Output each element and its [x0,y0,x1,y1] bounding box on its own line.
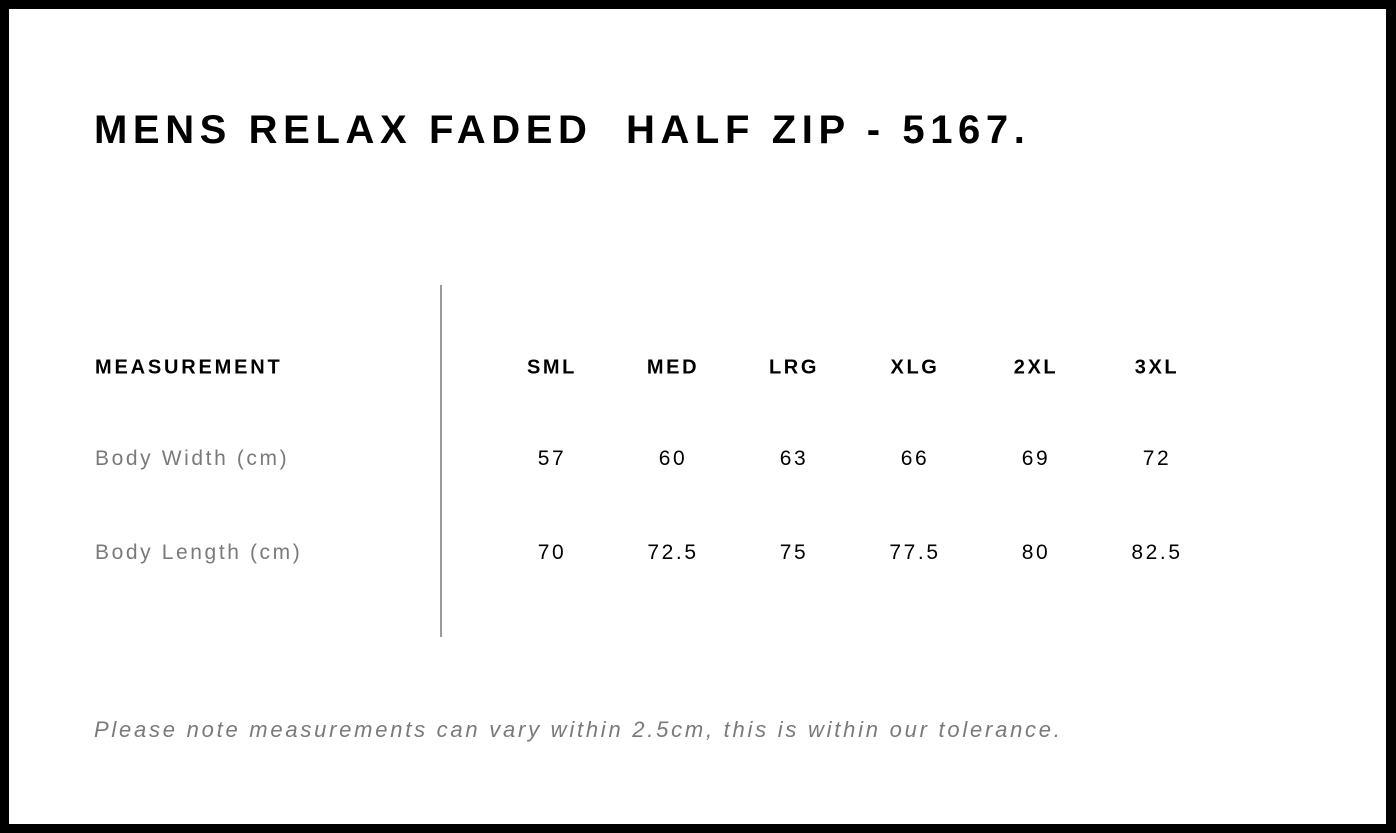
table-cell: 72 [1142,447,1172,470]
table-cell: 77.5 [889,541,941,564]
measurement-header: MEASUREMENT [95,356,283,379]
column-divider [440,285,442,637]
table-cell: 60 [658,447,688,470]
table-cell: 57 [537,447,567,470]
table-cell: 82.5 [1131,541,1183,564]
tolerance-note: Please note measurements can vary within… [94,717,1063,742]
size-header-xlg: XLG [890,356,940,379]
size-header-sml: SML [526,356,578,379]
row-label-body-width: Body Width (cm) [95,447,290,470]
table-cell: 72.5 [647,541,699,564]
row-label-body-length: Body Length (cm) [95,541,303,564]
size-header-lrg: LRG [768,356,820,379]
table-cell: 69 [1021,447,1051,470]
size-header-3xl: 3XL [1134,356,1180,379]
table-cell: 80 [1021,541,1051,564]
table-cell: 70 [537,541,567,564]
size-header-2xl: 2XL [1013,356,1059,379]
page-title: MENS RELAX FADED HALF ZIP - 5167. [94,108,1031,152]
size-header-med: MED [646,356,700,379]
table-cell: 75 [779,541,809,564]
table-cell: 66 [900,447,930,470]
table-cell: 63 [779,447,809,470]
